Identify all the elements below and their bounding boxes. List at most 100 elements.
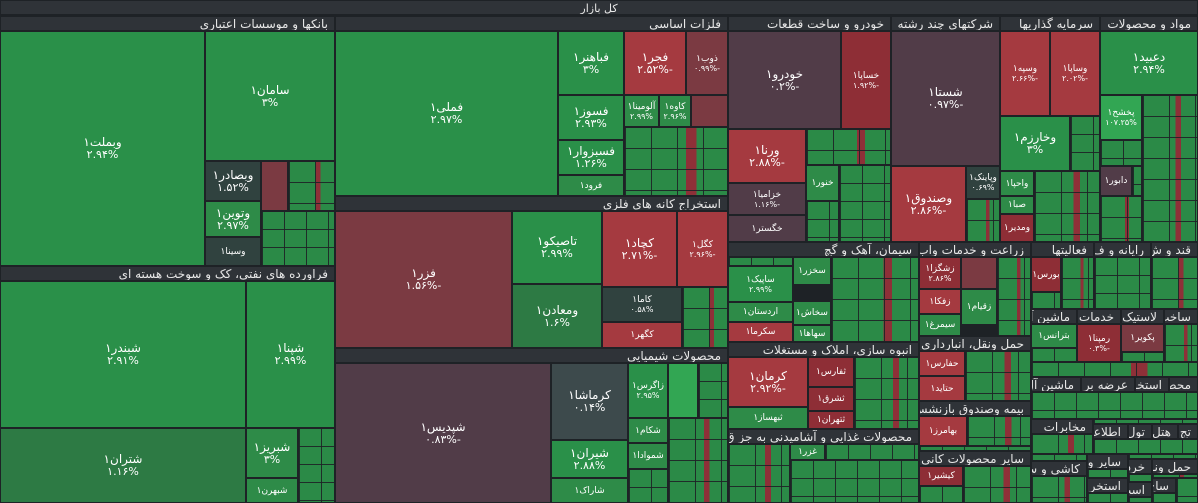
- sector-header-qand[interactable]: قند و ش: [1151, 242, 1198, 257]
- tile-shepna[interactable]: شپنا۱ ۲.۹۹%: [246, 281, 335, 428]
- sector-header-transport[interactable]: حمل ونقل، انبارداری: [919, 336, 1031, 351]
- tile-betranes[interactable]: بترانس۱: [1031, 324, 1077, 348]
- tile-bourse[interactable]: بورس۱: [1031, 257, 1061, 292]
- tile-saman[interactable]: سامان۱ ۳%: [205, 31, 335, 161]
- sector-header-rayane[interactable]: رایانه و ف: [1094, 242, 1151, 257]
- tile-fasoz[interactable]: فسوز۱ ۲.۹۳%: [558, 95, 624, 140]
- tile-auto-small-group-3[interactable]: [806, 201, 839, 242]
- sector-header-auto[interactable]: خودرو و ساخت قطعات: [728, 16, 891, 31]
- tile-pakvir[interactable]: پکویر۱: [1121, 324, 1164, 352]
- tile-estkhr2-small-group[interactable]: [1087, 493, 1128, 503]
- tile-chem-small-group-2[interactable]: [628, 469, 668, 503]
- tile-ghazar[interactable]: غزر۱: [790, 444, 825, 460]
- sector-header-hatl[interactable]: هتل: [1152, 424, 1178, 439]
- tile-hatayd[interactable]: حتاید۱: [919, 376, 965, 401]
- tile-saayer-small-group[interactable]: [1087, 469, 1128, 478]
- tile-kegohar[interactable]: کگهر۱: [602, 322, 682, 348]
- tile-vtovin[interactable]: وتوین۱ ۲.۹۷%: [205, 201, 261, 237]
- sector-header-estkhr2[interactable]: استخر: [1087, 478, 1128, 493]
- sector-header-sakh[interactable]: ساخ: [1152, 478, 1176, 493]
- sector-header-multi[interactable]: شرکتهای چند رشته: [891, 16, 1000, 31]
- tile-shetran[interactable]: شتران۱ ۱.۱۶%: [0, 428, 246, 503]
- tile-invest-small-group[interactable]: [1034, 171, 1100, 242]
- tile-mashin-small-group[interactable]: [1031, 348, 1077, 362]
- sector-header-mahas[interactable]: محص: [1169, 377, 1198, 392]
- tile-forod[interactable]: فرود۱: [558, 175, 624, 196]
- tile-dabour[interactable]: دابور۱: [1100, 166, 1132, 196]
- tile-sakh-small-group-2[interactable]: [1152, 493, 1176, 503]
- tile-ardestan[interactable]: اردستان۱: [728, 302, 793, 322]
- tile-metal-small-1[interactable]: [691, 95, 728, 127]
- tile-fasbzvar[interactable]: فسبزوار۱ ۱.۲۶%: [558, 140, 624, 175]
- tile-food-small-group[interactable]: [728, 444, 790, 503]
- tile-chem-small-group[interactable]: [668, 418, 728, 503]
- tile-shekam[interactable]: شکام۱: [628, 418, 668, 443]
- tile-nonmetal-small-group-2[interactable]: [919, 486, 963, 503]
- tile-agri-small-group[interactable]: [997, 257, 1031, 336]
- tile-shebandar[interactable]: شبندر۱ ۲.۹۱%: [0, 281, 246, 428]
- sector-header-activities[interactable]: فعالیتها: [1031, 242, 1094, 257]
- tile-cement-small-group-2[interactable]: [728, 257, 793, 266]
- tile-mining-small-group[interactable]: [682, 287, 728, 348]
- tile-sakh-small-group[interactable]: [1176, 478, 1198, 503]
- tile-haml-gap[interactable]: [1128, 454, 1198, 459]
- tile-auto-small-group[interactable]: [806, 129, 891, 165]
- sector-header-banks[interactable]: بانکها و موسسات اعتباری: [0, 16, 335, 31]
- tile-refinery-small-group[interactable]: [298, 428, 335, 503]
- sector-header-food[interactable]: محصولات غذایی و آشامیدنی به جز ق: [728, 429, 919, 444]
- tile-chem-small-group-3[interactable]: [698, 363, 728, 418]
- tile-kechad[interactable]: کچاد۱ -۲.۷۱%: [602, 211, 677, 287]
- tile-tehran[interactable]: ثتهران۱: [808, 411, 854, 429]
- tile-aluminium[interactable]: آلومینا۱ ۲.۹۹%: [624, 95, 659, 127]
- tile-sakarma[interactable]: سکرما۱: [728, 322, 793, 342]
- sector-header-metals[interactable]: فلزات اساسی: [335, 16, 728, 31]
- sector-header-mashin[interactable]: ماشین آ: [1031, 309, 1077, 324]
- tile-khsapa[interactable]: خساپا۱ -۱.۹۲%: [841, 31, 891, 129]
- tile-saayer-gap[interactable]: [1031, 454, 1087, 461]
- tile-etelaa-small-group[interactable]: [1093, 439, 1198, 454]
- sector-header-estekhr[interactable]: استخر: [1135, 377, 1169, 392]
- tile-fazar[interactable]: فزر۱ -۱.۵۶%: [335, 211, 512, 348]
- tile-chem-small-1[interactable]: [668, 363, 698, 418]
- tile-zeqiam[interactable]: زقیام۱: [961, 289, 997, 325]
- tile-fajr[interactable]: فجر۱ -۲.۵۲%: [624, 31, 686, 95]
- tile-kegol[interactable]: کگل۱ -۲.۹۶%: [677, 211, 728, 287]
- tile-sapik[interactable]: ساپیک۱ ۲.۹۹%: [728, 266, 793, 302]
- sector-header-mining[interactable]: استخراج کانه های فلزی: [335, 196, 728, 211]
- sector-header-mashinal[interactable]: ماشین آل: [1031, 377, 1081, 392]
- tile-food-small-group-2[interactable]: [790, 460, 919, 503]
- sector-header-khard[interactable]: خرد: [1128, 459, 1152, 474]
- tile-insurance-small-group[interactable]: [967, 416, 1031, 446]
- tile-fabahonar[interactable]: فباهنر۱ ۳%: [558, 31, 624, 95]
- tile-shebriz[interactable]: شبریز۱ ۳%: [246, 428, 298, 478]
- tile-zeshgaza[interactable]: زشگزا۱ ۲.۸۶%: [919, 257, 961, 289]
- tile-ast-small-group[interactable]: [1128, 497, 1152, 503]
- sector-header-materials[interactable]: مواد و محصولات: [1100, 16, 1198, 31]
- tile-kashi-small-group[interactable]: [1031, 476, 1087, 503]
- sector-header-refinery[interactable]: فراورده های نفتی، کک و سوخت هسته ای: [0, 266, 335, 281]
- tile-vsandoq[interactable]: وصندوق۱ -۲.۸۶%: [891, 166, 966, 242]
- tile-bank-small-1[interactable]: [261, 161, 288, 211]
- tile-shepdis[interactable]: شپدیس۱ -۰.۸۳%: [335, 363, 551, 503]
- tile-mokhaberat-small-group[interactable]: [1031, 434, 1093, 454]
- tile-agri-small-1[interactable]: [961, 257, 997, 289]
- tile-vmaaden[interactable]: ومعادن۱ ۱.۶%: [512, 284, 602, 348]
- sector-header-insurance[interactable]: بیمه وصندوق بازنشس: [919, 401, 1031, 416]
- tile-shorq[interactable]: ثشرق۱: [808, 387, 854, 411]
- tile-kishir[interactable]: کیشیر۱: [919, 466, 963, 486]
- tile-kama[interactable]: کاما۱ ۰.۵۸%: [602, 287, 682, 322]
- tile-metal-small-group[interactable]: [624, 127, 728, 196]
- tile-khegostar[interactable]: خگستر۱: [728, 215, 806, 242]
- tile-materials-small-group-3[interactable]: [1100, 196, 1142, 242]
- tile-nonmetal-small-group[interactable]: [963, 466, 1031, 503]
- tile-mashinal-small-group-2[interactable]: [1031, 392, 1198, 419]
- tile-mokh-gap[interactable]: [1093, 419, 1198, 424]
- sector-header-masskan[interactable]: انبوه سازی، املاک و مستغلات: [728, 342, 919, 357]
- tile-shiran[interactable]: شیران۱ ۲.۸۸%: [551, 440, 628, 478]
- sector-header-kashi[interactable]: کاشی و س: [1031, 461, 1087, 476]
- tile-saba[interactable]: صبا۱: [1000, 196, 1034, 214]
- tile-tasiko[interactable]: تاصیکو۱ ۲.۹۹%: [512, 211, 602, 284]
- tile-transport-small-group[interactable]: [965, 351, 1031, 401]
- tile-materials-small-group-4[interactable]: [1132, 166, 1142, 196]
- tile-bank-small-group-2[interactable]: [261, 211, 335, 266]
